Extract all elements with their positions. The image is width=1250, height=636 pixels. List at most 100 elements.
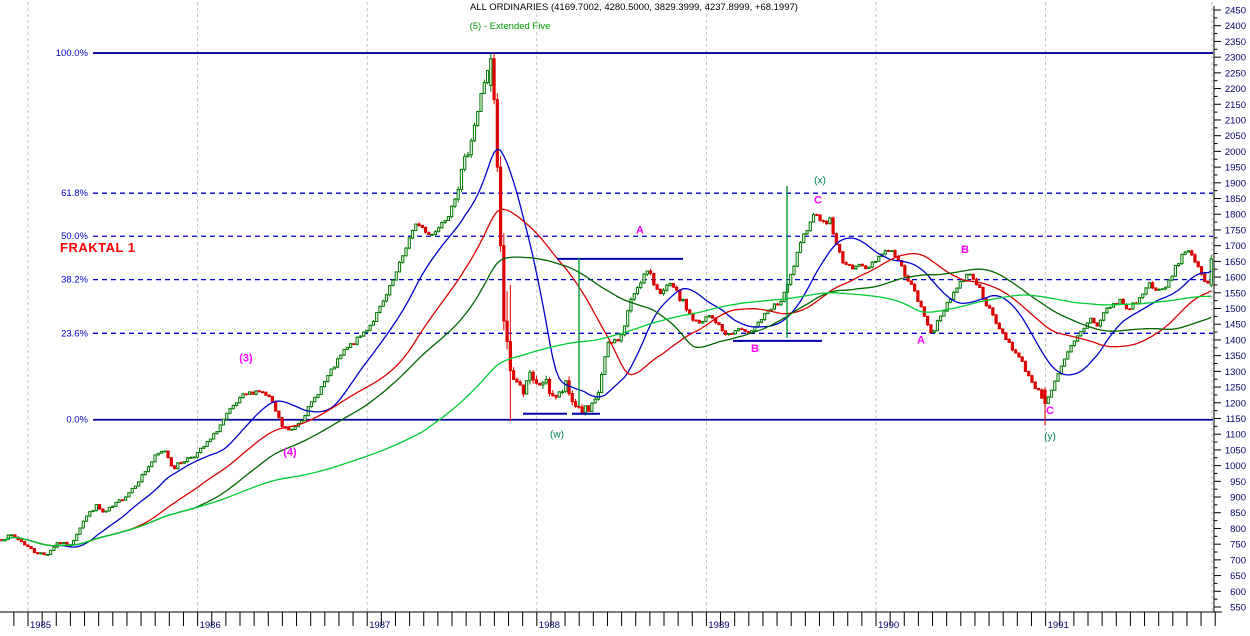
candle-body [939, 315, 943, 322]
candle-body [62, 541, 66, 545]
candle-body [688, 309, 692, 315]
candle-body [78, 527, 82, 535]
ma-line-fast [1, 148, 1212, 548]
price-tick-label: 2300 [1225, 53, 1246, 64]
candle-body [257, 390, 261, 393]
candle-body [362, 331, 366, 337]
candle-body [329, 368, 333, 377]
candle-body [1173, 264, 1178, 277]
price-tick-label: 1500 [1225, 304, 1246, 315]
candle-body [482, 82, 486, 94]
candle-body [831, 217, 835, 235]
candle-body [1004, 332, 1008, 340]
candle-body [277, 410, 281, 419]
candle-body [6, 534, 10, 540]
price-tick-label: 900 [1230, 493, 1246, 504]
candle-body [238, 397, 242, 404]
candle-body [1079, 330, 1083, 337]
candle-body [541, 382, 545, 386]
candle-body [573, 401, 578, 407]
candle-body [261, 391, 265, 394]
candle-body [71, 540, 76, 546]
candle-body [326, 375, 330, 382]
candle-body [916, 290, 920, 302]
candle-body [133, 485, 138, 489]
candle-body [1092, 317, 1096, 324]
candle-body [466, 154, 470, 157]
wave-label: C [1046, 405, 1054, 417]
candle-body [828, 217, 832, 225]
candle-body [58, 542, 63, 545]
price-tick-label: 1650 [1225, 257, 1246, 268]
candle-body [1170, 275, 1174, 281]
price-tick-label: 1550 [1225, 288, 1246, 299]
candle-body [515, 378, 519, 383]
candle-body [613, 339, 617, 344]
candle-body [146, 466, 151, 473]
year-label: 1989 [708, 620, 729, 631]
candle-body [560, 391, 565, 394]
price-tick-label: 1350 [1225, 351, 1246, 362]
price-tick-label: 2100 [1225, 115, 1246, 126]
candle-body [906, 275, 910, 282]
candle-body [1030, 375, 1034, 383]
candle-body [538, 382, 542, 386]
candle-body [1124, 303, 1129, 310]
candle-body [903, 265, 907, 277]
candle-body [847, 263, 851, 266]
candle-body [186, 457, 190, 463]
candle-body [479, 92, 483, 113]
candle-body [401, 255, 405, 263]
candle-body [968, 273, 972, 276]
candle-body [349, 343, 353, 348]
candle-body [1102, 312, 1106, 321]
candle-body [140, 474, 144, 483]
candle-body [433, 231, 437, 235]
candle-body [192, 456, 196, 459]
candle-body [913, 283, 917, 292]
candle-body [661, 289, 666, 295]
candle-body [1046, 396, 1050, 404]
candle-body [339, 354, 343, 360]
candle-body [143, 471, 147, 476]
candle-body [580, 406, 584, 413]
candle-body [870, 261, 874, 268]
candle-body [172, 465, 177, 470]
price-tick-label: 1250 [1225, 383, 1246, 394]
candle-body [1147, 282, 1151, 289]
candle-body [166, 450, 170, 459]
candle-body [838, 243, 842, 253]
candle-body [958, 281, 962, 289]
candle-body [1072, 340, 1076, 347]
candle-body [124, 496, 128, 501]
candle-body [492, 58, 496, 101]
candle-body [391, 279, 395, 287]
candle-body [498, 166, 503, 247]
candle-body [472, 124, 477, 142]
candle-body [335, 358, 340, 368]
candle-body [342, 348, 346, 356]
candle-body [991, 307, 995, 316]
candle-body [39, 552, 43, 555]
candle-body [371, 320, 376, 326]
candle-body [88, 511, 92, 517]
candle-body [1190, 250, 1194, 256]
wave-label: C [814, 194, 822, 206]
candle-body [795, 251, 799, 267]
candle-body [805, 230, 809, 235]
year-label: 1986 [200, 620, 221, 631]
candle-body [723, 330, 728, 335]
candle-body [23, 541, 27, 546]
candle-body [508, 340, 512, 372]
candle-body [626, 310, 630, 327]
candle-body [107, 506, 111, 512]
candle-body [1203, 273, 1207, 282]
candle-body [397, 261, 402, 273]
candle-body [332, 366, 336, 370]
candle-body [1066, 351, 1070, 360]
candle-body [789, 273, 793, 285]
wave-degree-label: (5) - Extended Five [469, 21, 551, 32]
candle-body [264, 391, 268, 396]
